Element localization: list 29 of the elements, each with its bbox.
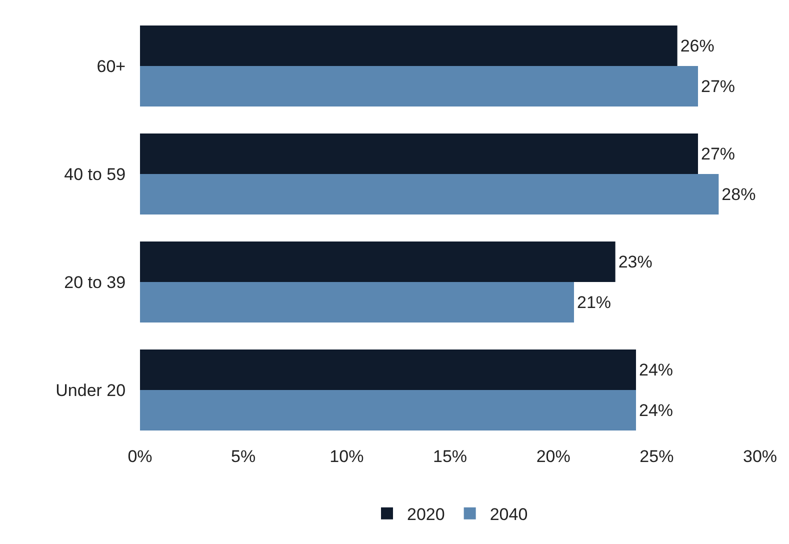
legend-label: 2020 xyxy=(407,505,445,524)
data-label: 24% xyxy=(639,360,674,380)
y-tick-label: 60+ xyxy=(96,56,126,76)
y-tick-label: Under 20 xyxy=(56,380,126,400)
data-label: 28% xyxy=(722,184,756,204)
data-label: 24% xyxy=(639,400,674,420)
data-label: 21% xyxy=(577,292,612,312)
x-tick-label: 0% xyxy=(128,447,152,466)
y-tick-label: 40 to 59 xyxy=(64,164,126,184)
bar xyxy=(140,134,698,174)
x-tick-label: 30% xyxy=(742,447,778,466)
x-tick-label: 15% xyxy=(432,447,468,466)
x-tick-label: 25% xyxy=(640,447,674,466)
bar xyxy=(140,66,698,106)
y-tick-label: 20 to 39 xyxy=(64,272,126,292)
legend-label: 2040 xyxy=(490,505,528,524)
bar xyxy=(140,282,574,322)
bar xyxy=(140,174,719,214)
data-label: 27% xyxy=(701,76,736,96)
data-label: 26% xyxy=(680,36,714,56)
x-tick-label: 5% xyxy=(231,447,256,466)
x-tick-label: 10% xyxy=(330,447,364,466)
bar xyxy=(140,390,636,430)
bar xyxy=(140,242,616,282)
data-label: 27% xyxy=(701,144,736,164)
data-label: 23% xyxy=(618,252,652,272)
bar xyxy=(140,26,678,66)
bar xyxy=(140,350,636,390)
x-tick-label: 20% xyxy=(536,447,570,466)
